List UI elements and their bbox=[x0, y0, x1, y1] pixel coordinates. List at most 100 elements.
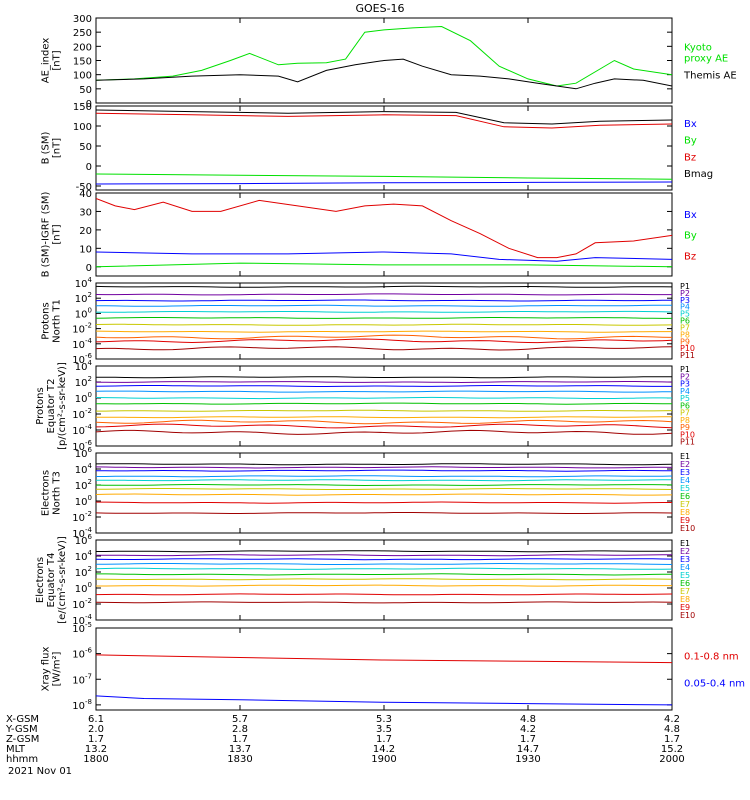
y-axis-label: Electrons bbox=[41, 470, 52, 516]
footer-row-label: X-GSM bbox=[6, 714, 39, 725]
y-tick-label: -50 bbox=[76, 182, 92, 193]
y-tick-label: 0 bbox=[86, 263, 92, 274]
y-tick-label: 100 bbox=[75, 494, 92, 508]
y-tick-label: 10-6 bbox=[72, 647, 92, 661]
y-tick-label: 0 bbox=[86, 162, 92, 173]
series-line-E3 bbox=[96, 469, 672, 472]
legend-label: By bbox=[684, 231, 697, 242]
series-line-P7 bbox=[96, 323, 672, 326]
y-tick-label: 104 bbox=[75, 549, 93, 563]
y-axis-label: B (SM)-IGRF (SM) bbox=[41, 192, 52, 278]
legend-label: P5 bbox=[680, 394, 690, 403]
series-line-P6 bbox=[96, 317, 672, 319]
legend-label: Bx bbox=[684, 210, 697, 221]
series-line-E2 bbox=[96, 466, 672, 469]
footer-row-label: hhmm bbox=[6, 754, 38, 765]
legend-label: E7 bbox=[680, 500, 690, 509]
y-tick-label: 106 bbox=[75, 446, 93, 460]
footer-value: 15.2 bbox=[661, 744, 683, 755]
legend-label: E5 bbox=[680, 484, 690, 493]
y-tick-label: 102 bbox=[75, 291, 92, 305]
footer-value: 1830 bbox=[227, 754, 252, 765]
y-tick-label: 104 bbox=[75, 276, 93, 290]
legend-label: Bz bbox=[684, 251, 696, 262]
footer-value: 2.0 bbox=[88, 724, 104, 735]
series-line-Bx bbox=[96, 251, 672, 262]
legend-label: P1 bbox=[680, 365, 690, 374]
series-line-P5 bbox=[96, 310, 672, 313]
legend-label: P2 bbox=[680, 372, 690, 381]
series-line-P2 bbox=[96, 293, 672, 296]
series-group bbox=[96, 285, 672, 351]
y-tick-label: 104 bbox=[75, 359, 93, 373]
series-line-P4 bbox=[96, 390, 672, 393]
series-group bbox=[96, 463, 672, 514]
y-axis-label: North T3 bbox=[52, 471, 63, 515]
y-tick-label: 30 bbox=[79, 207, 92, 218]
footer-value: 14.7 bbox=[517, 744, 539, 755]
series-line-By bbox=[96, 173, 672, 180]
series-line-P1 bbox=[96, 376, 672, 379]
y-tick-label: 100 bbox=[75, 391, 92, 405]
footer-value: 1900 bbox=[371, 754, 396, 765]
legend-label: Bmag bbox=[684, 169, 713, 180]
legend-label: E9 bbox=[680, 603, 690, 612]
y-axis-label: [p/(cm²-s-sr-keV)] bbox=[57, 362, 68, 450]
series-line-P5 bbox=[96, 396, 672, 400]
series-line-P1 bbox=[96, 285, 672, 288]
series-line-P3 bbox=[96, 385, 672, 387]
legend-label: P1 bbox=[680, 282, 690, 291]
legend-label: 0.05-0.4 nm bbox=[684, 679, 745, 690]
y-axis-label: Xray flux bbox=[41, 647, 52, 692]
legend-label: E3 bbox=[680, 555, 690, 564]
y-tick-label: 40 bbox=[79, 189, 92, 200]
legend-label: proxy AE bbox=[684, 53, 728, 64]
footer-value: 6.1 bbox=[88, 714, 104, 725]
legend-label: E6 bbox=[680, 492, 690, 501]
footer-value: 4.2 bbox=[520, 724, 536, 735]
series-group bbox=[96, 550, 672, 604]
legend-label: Themis AE bbox=[683, 71, 737, 82]
legend-label: P3 bbox=[680, 380, 690, 389]
panel-frame bbox=[95, 192, 673, 277]
series-line-E6 bbox=[96, 484, 672, 487]
y-tick-label: 50 bbox=[79, 142, 92, 153]
legend-label: E4 bbox=[680, 563, 690, 572]
legend-label: P3 bbox=[680, 296, 690, 305]
y-tick-label: 102 bbox=[75, 478, 92, 492]
series-line-P8 bbox=[96, 330, 672, 333]
y-tick-label: 50 bbox=[79, 85, 92, 96]
y-tick-label: 102 bbox=[75, 565, 92, 579]
footer-value: 1.7 bbox=[664, 734, 680, 745]
series-line-P9 bbox=[96, 419, 672, 425]
series-line-E10 bbox=[96, 601, 672, 604]
y-axis-label: Protons bbox=[41, 302, 52, 339]
series-line-Themis AE bbox=[96, 58, 672, 90]
legend-label: P8 bbox=[680, 416, 690, 425]
series-line-E7 bbox=[96, 488, 672, 490]
figure-title: GOES-16 bbox=[355, 2, 404, 15]
y-tick-label: 10 bbox=[79, 244, 92, 255]
y-tick-label: 10-5 bbox=[72, 621, 92, 635]
series-line-P10 bbox=[96, 423, 672, 429]
footer-row-label: Z-GSM bbox=[6, 734, 39, 745]
series-group bbox=[96, 109, 672, 185]
y-tick-label: 10-4 bbox=[72, 337, 92, 351]
series-line-P4 bbox=[96, 304, 672, 307]
footer-row-label: Y-GSM bbox=[5, 724, 38, 735]
series-line-0.05-0.4 nm bbox=[96, 695, 672, 706]
legend-label: E1 bbox=[680, 452, 690, 461]
footer-value: 13.2 bbox=[85, 744, 107, 755]
y-tick-label: 0 bbox=[86, 99, 92, 110]
y-axis-label: Equator T2 bbox=[46, 379, 57, 434]
series-group bbox=[96, 654, 672, 706]
legend-label: E2 bbox=[680, 460, 690, 469]
y-axis-label: [nT] bbox=[52, 224, 63, 244]
legend-label: P7 bbox=[680, 323, 690, 332]
panel-2: 0 10 20 30 40 B (SM)-IGRF (SM) [nT] Bx By Bz bbox=[41, 189, 697, 277]
footer-value: 1800 bbox=[83, 754, 108, 765]
